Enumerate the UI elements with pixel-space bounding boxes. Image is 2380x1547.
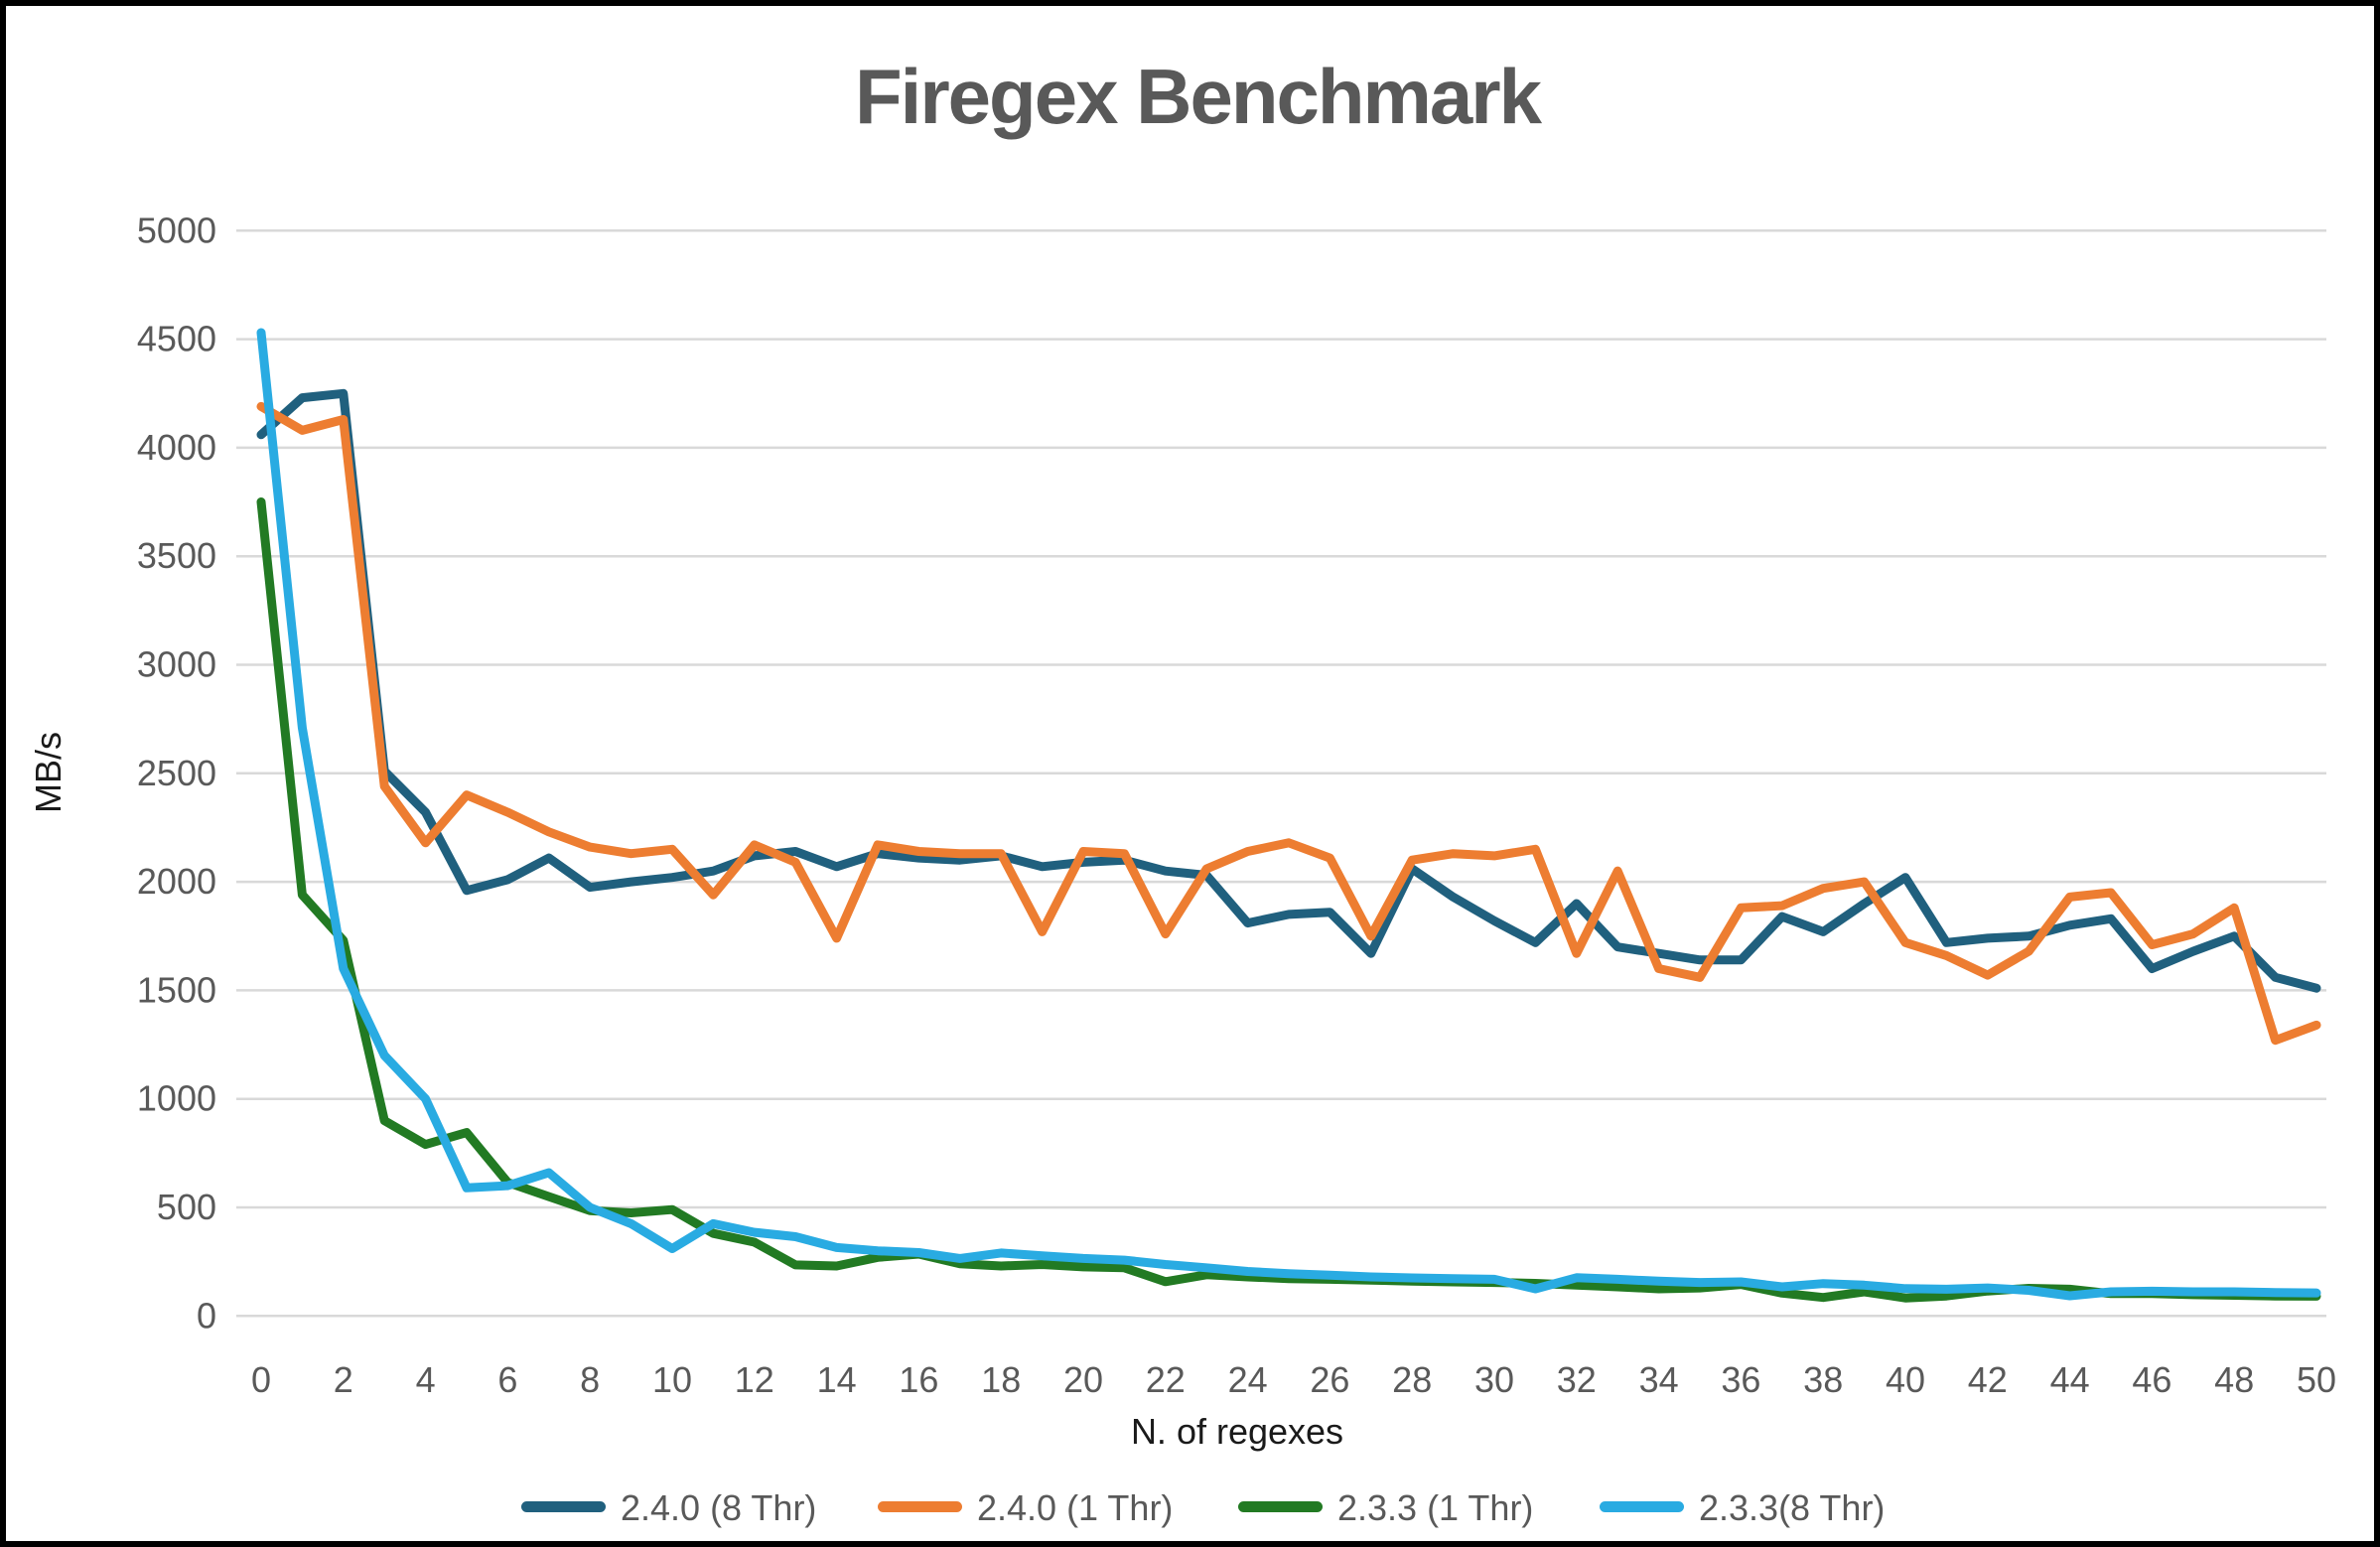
x-tick-label: 34 [1639,1359,1679,1400]
series-line-2-4-0-8-thr- [256,388,2321,993]
x-tick-label: 2 [334,1359,353,1400]
benchmark-chart: 0500100015002000250030003500400045005000… [28,53,2336,1528]
x-tick-label: 20 [1063,1359,1103,1400]
x-tick-label: 36 [1721,1359,1760,1400]
y-axis-tick-labels: 0 500 1000 1500 2000 2500 3000 3500 4000 4500 5000 [137,210,216,1336]
y-tick-label: 4500 [137,319,216,359]
legend-swatch [521,1501,606,1512]
series-lines [256,328,2321,1303]
y-tick-label: 1500 [137,969,216,1010]
x-tick-label: 16 [899,1359,938,1400]
legend-item-1: 2.4.0 (8 Thr) [521,1487,816,1528]
y-tick-label: 3500 [137,535,216,576]
x-tick-label: 28 [1392,1359,1432,1400]
legend-label: 2.3.3(8 Thr) [1699,1487,1885,1528]
series-line-2-3-3-1-thr- [256,497,2321,1303]
legend-label: 2.4.0 (8 Thr) [621,1487,816,1528]
x-tick-label: 42 [1968,1359,2008,1400]
y-tick-label: 500 [157,1187,216,1227]
y-tick-label: 0 [197,1295,216,1336]
x-tick-label: 8 [580,1359,600,1400]
x-tick-label: 44 [2050,1359,2090,1400]
chart-title: Firegex Benchmark [855,53,1543,140]
y-tick-label: 3000 [137,644,216,685]
x-axis-tick-labels: 0 2 4 6 8 10 12 14 16 18 20 22 24 26 28 30 32 34 36 38 40 42 4… [251,1359,2336,1400]
y-tick-label: 2000 [137,861,216,902]
y-axis-title: MB/s [28,732,69,813]
series-line-2-3-3-8-thr- [256,328,2321,1301]
x-tick-label: 46 [2132,1359,2171,1400]
x-tick-label: 18 [981,1359,1021,1400]
x-axis-title: N. of regexes [1131,1411,1343,1452]
x-tick-label: 48 [2214,1359,2254,1400]
legend: 2.4.0 (8 Thr) 2.4.0 (1 Thr) 2.3.3 (1 Thr) 2… [521,1487,1885,1528]
legend-swatch [1600,1501,1684,1512]
gridlines [236,229,2326,1318]
legend-label: 2.3.3 (1 Thr) [1337,1487,1533,1528]
x-tick-label: 30 [1474,1359,1514,1400]
legend-swatch [1238,1501,1323,1512]
x-tick-label: 4 [416,1359,436,1400]
x-tick-label: 40 [1886,1359,1925,1400]
x-tick-label: 6 [497,1359,517,1400]
y-tick-label: 2500 [137,753,216,793]
legend-item-4: 2.3.3(8 Thr) [1600,1487,1885,1528]
x-tick-label: 22 [1146,1359,1186,1400]
legend-item-2: 2.4.0 (1 Thr) [878,1487,1173,1528]
x-tick-label: 24 [1228,1359,1268,1400]
legend-label: 2.4.0 (1 Thr) [977,1487,1173,1528]
series-line-2-4-0-1-thr- [256,401,2321,1046]
x-tick-label: 14 [817,1359,857,1400]
legend-item-3: 2.3.3 (1 Thr) [1238,1487,1533,1528]
x-tick-label: 50 [2297,1359,2336,1400]
y-tick-label: 5000 [137,210,216,250]
legend-swatch [878,1501,962,1512]
x-tick-label: 0 [251,1359,271,1400]
x-tick-label: 32 [1557,1359,1597,1400]
x-tick-label: 26 [1310,1359,1349,1400]
y-tick-label: 1000 [137,1078,216,1119]
x-tick-label: 10 [652,1359,692,1400]
y-tick-label: 4000 [137,427,216,468]
x-tick-label: 12 [735,1359,774,1400]
x-tick-label: 38 [1803,1359,1843,1400]
